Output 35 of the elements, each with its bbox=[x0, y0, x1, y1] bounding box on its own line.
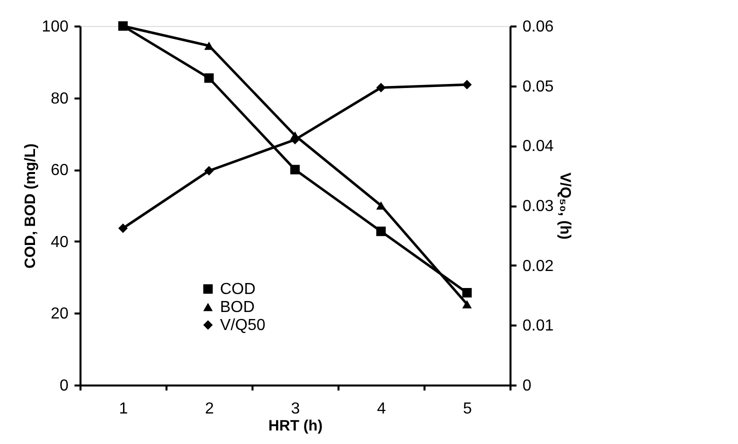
y2-tick-label: 0.05 bbox=[522, 78, 554, 96]
y2-tick-label: 0.02 bbox=[522, 258, 554, 275]
y-tick-label: 0 bbox=[60, 378, 69, 394]
x-tick-label: 2 bbox=[205, 400, 214, 418]
y2-tick-label: 0.04 bbox=[522, 138, 554, 156]
x-tick-label: 5 bbox=[463, 400, 472, 418]
point bbox=[290, 164, 300, 174]
point bbox=[462, 288, 472, 298]
legend-label: COD bbox=[220, 281, 256, 298]
y-tick-label: 80 bbox=[50, 90, 69, 108]
y-axis-title: COD, BOD (mg/L) bbox=[22, 144, 39, 268]
y2-axis-title: V/Q₅₀, (h) bbox=[556, 172, 574, 240]
y2-tick-label: 0.03 bbox=[522, 198, 554, 215]
y2-tick-label: 0.01 bbox=[522, 318, 554, 335]
x-tick-label: 4 bbox=[377, 400, 386, 418]
point bbox=[376, 201, 386, 210]
y-tick-label: 100 bbox=[42, 18, 69, 36]
point bbox=[462, 300, 472, 308]
y-tick-label: 40 bbox=[50, 234, 69, 251]
x-tick-label: 1 bbox=[119, 400, 128, 418]
legend-label: BOD bbox=[220, 299, 255, 316]
point bbox=[204, 42, 214, 50]
point bbox=[376, 226, 386, 236]
y-tick-label: 20 bbox=[50, 306, 69, 323]
x-tick-label: 3 bbox=[291, 400, 300, 418]
point bbox=[204, 73, 214, 83]
x-axis-title: HRT (h) bbox=[268, 418, 323, 434]
y2-tick-label: 0 bbox=[522, 378, 532, 394]
legend-label: V/Q50 bbox=[220, 317, 266, 334]
y-tick-label: 60 bbox=[50, 162, 69, 180]
point bbox=[204, 166, 214, 176]
point bbox=[376, 82, 386, 92]
y2-tick-label: 0.06 bbox=[522, 18, 554, 36]
point bbox=[118, 223, 128, 233]
point bbox=[462, 80, 472, 90]
